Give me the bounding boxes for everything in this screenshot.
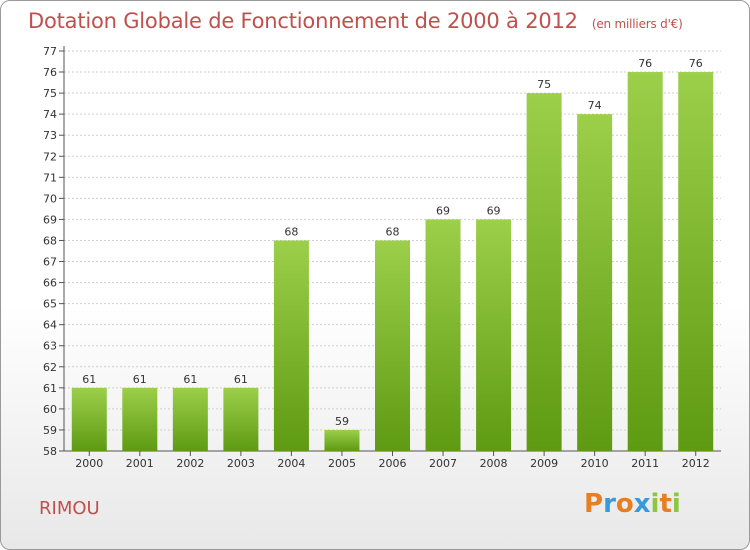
y-tick-label: 65	[43, 298, 57, 311]
y-tick-label: 71	[43, 171, 57, 184]
x-tick-label: 2006	[379, 457, 407, 470]
x-tick-label: 2003	[227, 457, 255, 470]
logo-letter: i	[650, 489, 660, 519]
bar-2009	[526, 93, 562, 452]
x-tick-label: 2009	[530, 457, 558, 470]
bar-2005	[324, 429, 360, 451]
y-tick-label: 59	[43, 424, 57, 437]
y-tick-label: 75	[43, 87, 57, 100]
bar-2003	[223, 387, 259, 451]
x-tick-label: 2000	[75, 457, 103, 470]
x-tick-label: 2001	[126, 457, 154, 470]
bar-2004	[273, 240, 309, 451]
data-label: 75	[537, 78, 551, 91]
data-labels: 61 61 61 61 68 59 68 69 69 75 74 76 76	[82, 57, 702, 428]
chart-title-text: Dotation Globale de Fonctionnement de 20…	[28, 9, 578, 33]
y-tick-label: 67	[43, 256, 57, 269]
data-label: 69	[487, 204, 501, 217]
logo-letter: o	[615, 489, 634, 519]
y-tick-label: 61	[43, 382, 57, 395]
chart-title: Dotation Globale de Fonctionnement de 20…	[28, 9, 683, 33]
bar-2001	[122, 387, 158, 451]
y-tick-label: 62	[43, 361, 57, 374]
y-tick-label: 68	[43, 234, 57, 247]
data-label: 76	[689, 57, 703, 70]
logo-letter: P	[584, 489, 604, 519]
y-tick-label: 73	[43, 129, 57, 142]
y-tick-label: 64	[43, 319, 57, 332]
y-tick-label: 60	[43, 403, 57, 416]
bar-2002	[172, 387, 208, 451]
data-label: 68	[386, 225, 400, 238]
x-tick-label: 2008	[480, 457, 508, 470]
y-tick-label: 77	[43, 45, 57, 58]
data-label: 61	[82, 373, 96, 386]
data-label: 61	[183, 373, 197, 386]
bar-2011	[627, 72, 663, 451]
y-tick-label: 76	[43, 66, 57, 79]
bars	[71, 72, 714, 452]
logo-letter: x	[633, 489, 651, 519]
y-tick-label: 63	[43, 340, 57, 353]
y-tick-label: 72	[43, 150, 57, 163]
x-tick-label: 2011	[631, 457, 659, 470]
x-tick-label: 2005	[328, 457, 356, 470]
logo-letter: r	[603, 489, 616, 519]
bar-2010	[577, 114, 613, 451]
chart-subtitle: (en milliers d'€)	[591, 17, 683, 31]
data-label: 61	[234, 373, 248, 386]
bar-2006	[375, 240, 410, 451]
bar-2000	[71, 387, 107, 451]
y-tick-label: 70	[43, 192, 57, 205]
y-tick-label: 69	[43, 213, 57, 226]
data-label: 68	[284, 225, 298, 238]
y-tick-label: 74	[43, 108, 57, 121]
bar-2012	[678, 72, 714, 451]
proxiti-logo[interactable]: Proxiti	[584, 489, 681, 519]
logo-letter: t	[659, 489, 672, 519]
y-tick-label: 58	[43, 445, 57, 458]
x-tick-label: 2010	[581, 457, 609, 470]
bar-2008	[476, 219, 512, 451]
x-tick-label: 2002	[176, 457, 204, 470]
x-tick-label: 2012	[682, 457, 710, 470]
logo-letter: i	[671, 489, 681, 519]
data-label: 59	[335, 415, 349, 428]
data-label: 74	[588, 99, 602, 112]
y-tick-label: 66	[43, 277, 57, 290]
data-label: 61	[133, 373, 147, 386]
data-label: 69	[436, 204, 450, 217]
x-tick-label: 2004	[277, 457, 305, 470]
bar-2007	[425, 219, 461, 451]
commune-name: RIMOU	[39, 498, 100, 519]
data-label: 76	[638, 57, 652, 70]
x-tick-label: 2007	[429, 457, 457, 470]
